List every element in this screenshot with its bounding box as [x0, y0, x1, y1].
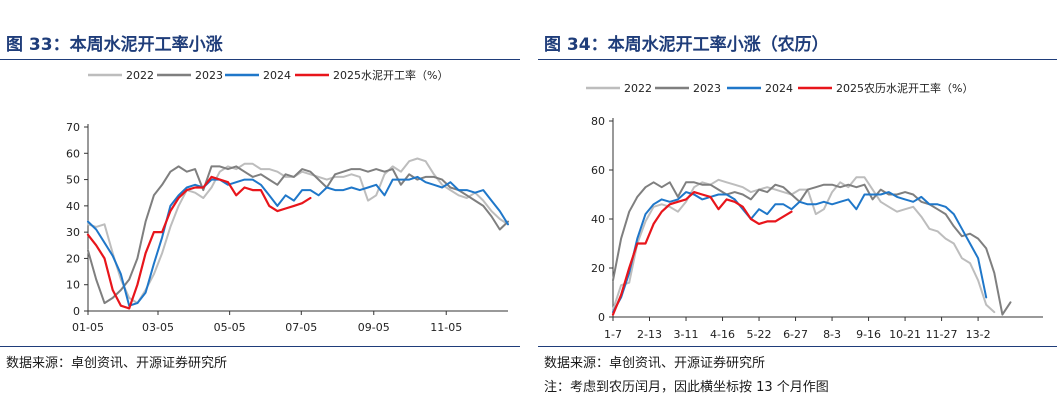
y-tick-label: 40	[66, 200, 80, 213]
x-tick-label: 4-16	[710, 328, 735, 341]
y-tick-label: 60	[591, 164, 605, 177]
y-tick-label: 10	[66, 279, 80, 292]
x-tick-label: 3-11	[674, 328, 699, 341]
source-rule	[538, 346, 1057, 347]
x-tick-label: 9-16	[856, 328, 881, 341]
x-tick-label: 09-05	[358, 321, 390, 334]
data-source: 数据来源：卓创资讯、开源证券研究所	[6, 356, 228, 371]
series-line-2024-2	[87, 175, 509, 307]
x-tick-label: 11-27	[926, 328, 958, 341]
x-tick-label: 5-22	[747, 328, 772, 341]
chart-title: 图 34：本周水泥开工率小涨（农历）	[544, 35, 829, 55]
y-tick-label: 70	[66, 121, 80, 134]
y-tick-label: 20	[66, 252, 80, 265]
x-tick-label: 01-05	[72, 321, 104, 334]
panel-cement-utilization: 图 33：本周水泥开工率小涨 0 10 20 30 40 50 60 70 01-05 03-05…	[0, 0, 520, 401]
y-tick-label: 80	[591, 115, 605, 128]
series-line-2023-1	[612, 181, 1012, 316]
legend-label: 2023	[195, 69, 223, 82]
title-rule	[0, 59, 520, 60]
y-tick-label: 0	[598, 311, 605, 324]
legend-label: 2023	[693, 82, 721, 95]
x-tick-label: 2-13	[637, 328, 662, 341]
legend-label: 2022	[126, 69, 154, 82]
series-line-2022-0	[87, 157, 509, 305]
y-tick-label: 60	[66, 147, 80, 160]
chart-title: 图 33：本周水泥开工率小涨	[6, 35, 223, 55]
x-tick-label: 10-21	[889, 328, 921, 341]
y-tick-label: 40	[591, 213, 605, 226]
panel-cement-utilization-lunar: 图 34：本周水泥开工率小涨（农历） 0 20 40 60 80 1-7 2-13 3-11 4…	[538, 0, 1057, 401]
legend-label: 2025农历水泥开工率（%）	[836, 81, 973, 95]
x-tick-label: 11-05	[430, 321, 462, 334]
series-line-2023-1	[87, 165, 509, 305]
legend-label: 2024	[765, 82, 793, 95]
x-tick-label: 13-2	[966, 328, 991, 341]
legend-label: 2024	[263, 69, 291, 82]
x-tick-label: 07-05	[285, 321, 317, 334]
legend-label: 2022	[624, 82, 652, 95]
data-source: 数据来源：卓创资讯、开源证券研究所	[544, 356, 766, 371]
y-tick-label: 50	[66, 174, 80, 187]
x-tick-label: 1-7	[604, 328, 622, 341]
series-line-2025-3	[86, 175, 312, 310]
x-tick-label: 05-05	[214, 321, 246, 334]
y-tick-label: 30	[66, 226, 80, 239]
series-line-2022-0	[612, 176, 996, 314]
series-line-2025-3	[611, 191, 793, 316]
chart-note: 注：考虑到农历闰月，因此横坐标按 13 个月作图	[544, 380, 829, 395]
series-line-2024-2	[612, 191, 988, 314]
line-chart-cement-utilization: 0 10 20 30 40 50 60 70 01-05 03-05 05-05 07-05 09-05…	[66, 68, 509, 334]
source-rule	[0, 346, 520, 347]
y-tick-label: 20	[591, 262, 605, 275]
x-tick-label: 6-27	[783, 328, 808, 341]
y-tick-label: 0	[73, 305, 80, 318]
x-tick-label: 8-3	[823, 328, 841, 341]
title-rule	[538, 59, 1057, 60]
legend-label: 2025水泥开工率（%）	[333, 68, 448, 82]
x-tick-label: 03-05	[142, 321, 174, 334]
line-chart-cement-utilization-lunar: 0 20 40 60 80 1-7 2-13 3-11 4-16 5-22 6-27 8-3 9-16 1…	[586, 81, 1043, 341]
